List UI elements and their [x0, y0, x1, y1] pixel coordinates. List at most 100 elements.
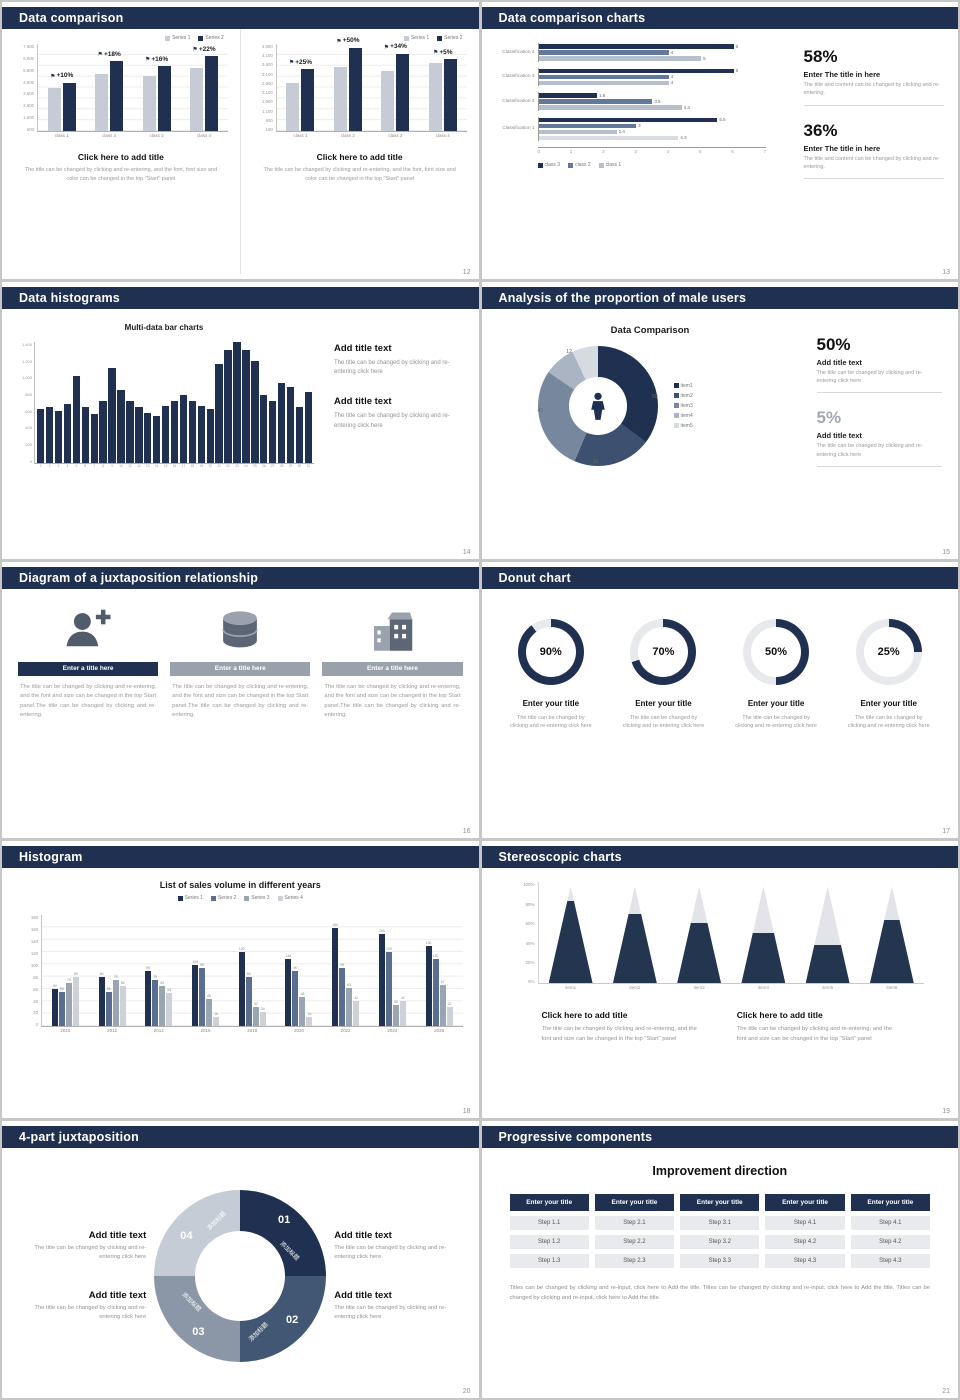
y-tick-label: 100: [265, 126, 273, 132]
x-tick-label: 2: [602, 149, 605, 154]
slide-data-comparison[interactable]: Data comparison Series 1 Series 2 7,600 6,…: [2, 2, 479, 279]
slide-data-histograms[interactable]: Data histograms Multi-data bar charts 1,…: [2, 281, 479, 559]
y-axis: 100% 80% 60% 40% 20% 0%: [516, 882, 538, 984]
bar-column: 1: [37, 342, 45, 468]
bar-callout: ⚑ +22%: [192, 46, 215, 53]
plot-area: item1 item2 item3 item4 item5 item6: [537, 882, 924, 990]
grouped-bar-chart: 4,600 4,100 3,600 3,100 2,600 2,100 1,600 1,100…: [253, 38, 467, 143]
step-cell[interactable]: Step 2.1: [594, 1216, 675, 1231]
x-tick-label: 9: [111, 463, 113, 468]
column-header[interactable]: Enter your title: [680, 1194, 760, 1212]
block-title: Add title text: [334, 395, 392, 407]
bar-callout: ⚑ +10%: [50, 73, 73, 80]
bar-group: ⚑ +25% class 1: [277, 44, 324, 138]
chart-panel-left: Series 1 Series 2 7,600 6,600 5,600 4,600 3,6…: [2, 29, 240, 274]
bar-callout: ⚑ +50%: [336, 38, 359, 45]
donut-column: 50% Enter your title The title can be ch…: [725, 618, 828, 834]
step-cell[interactable]: Step 1.1: [509, 1216, 589, 1231]
cone-shape: [612, 886, 657, 984]
bar: 80: [245, 972, 252, 1027]
column-header[interactable]: Enter your title: [594, 1194, 675, 1212]
slide-stereoscopic-charts[interactable]: Stereoscopic charts 100% 80% 60% 40% 20% 0% it…: [481, 841, 958, 1119]
slide-4-part-juxtaposition[interactable]: 4-part juxtaposition Add title text The …: [2, 1121, 479, 1398]
icon-holder: [170, 607, 310, 655]
slide-progressive-components[interactable]: Progressive components Improvement direc…: [481, 1121, 958, 1398]
bar-column: 10: [117, 342, 125, 468]
column-header[interactable]: Enter your title: [765, 1194, 845, 1212]
step-cell[interactable]: Step 3.1: [680, 1216, 760, 1231]
bar-column: 9: [108, 342, 116, 468]
bar-row: 4.4: [538, 105, 792, 110]
y-tick-label: 2,600: [23, 103, 34, 109]
step-cell[interactable]: Step 3.2: [680, 1235, 760, 1250]
category-label: Classification 1: [502, 126, 535, 132]
legend-swatch: [277, 895, 283, 901]
step-cell[interactable]: Step 1.3: [509, 1254, 589, 1269]
step-cell[interactable]: Step 4.3: [850, 1254, 930, 1269]
slide-juxtaposition-diagram[interactable]: Diagram of a juxtaposition relationship …: [2, 561, 479, 839]
donut-column: 90% Enter your title The title can be ch…: [500, 618, 603, 834]
text-block: Add title text The title can be changed …: [334, 1230, 462, 1262]
x-tick-label: 22: [226, 463, 230, 468]
step-cell[interactable]: Step 4.2: [850, 1235, 930, 1250]
legend-label: item1: [680, 382, 693, 389]
item-title-bar[interactable]: Enter a title here: [18, 661, 159, 676]
bar-column: 6: [81, 342, 90, 468]
stat-body: The title and content can be changed by …: [803, 82, 940, 97]
bar-column: 5: [72, 342, 81, 468]
y-tick-label: 0: [35, 1022, 38, 1028]
bar-column: 18: [188, 342, 197, 468]
bar: [110, 61, 124, 131]
bar: [157, 66, 171, 131]
step-cell[interactable]: Step 4.1: [850, 1216, 930, 1231]
step-cell[interactable]: Step 4.1: [765, 1216, 845, 1231]
slide-title: Analysis of the proportion of male users: [498, 290, 747, 305]
chart-title: Data Comparison: [610, 324, 690, 336]
bar-callout: ⚑ +16%: [144, 56, 168, 64]
step-cell[interactable]: Step 4.2: [765, 1235, 845, 1250]
bar: 90: [292, 966, 299, 1027]
bar-column: 22: [224, 342, 232, 468]
item-column: Enter a title here The title can be chan…: [18, 607, 159, 834]
bar: [381, 71, 395, 131]
y-tick-label: 40: [33, 998, 38, 1004]
step-cell[interactable]: Step 2.3: [594, 1254, 675, 1269]
slide-donut-chart[interactable]: Donut chart 90% Enter your title The tit…: [481, 561, 958, 839]
column-header[interactable]: Enter your title: [509, 1194, 589, 1212]
bar: [108, 367, 116, 463]
cone-fill-shape: [805, 944, 850, 984]
stat-value: 36%: [803, 120, 838, 140]
bar: 48: [299, 992, 306, 1027]
bar: [152, 416, 161, 463]
bar-value: 4: [670, 74, 674, 80]
step-cell[interactable]: Step 3.3: [680, 1254, 760, 1269]
bar: [54, 410, 63, 463]
slide-histogram[interactable]: Histogram List of sales volume in differ…: [2, 841, 479, 1119]
column-header[interactable]: Enter your title: [850, 1194, 930, 1212]
stat-body: The title and content can be changed by …: [803, 155, 940, 170]
bar: [304, 391, 313, 463]
y-tick-label: 3,100: [261, 71, 273, 77]
bar: 42: [399, 996, 406, 1027]
flag-icon: ⚑: [383, 44, 390, 51]
block-title: Click here to add title: [736, 1010, 823, 1021]
flag-icon: ⚑: [144, 57, 151, 64]
item-title-bar[interactable]: Enter a title here: [170, 661, 311, 676]
bar: [538, 117, 718, 122]
step-cell[interactable]: Step 4.3: [765, 1254, 845, 1269]
bar-column: 16: [170, 342, 179, 468]
bar-value: 48: [300, 991, 305, 996]
bar-value: 55: [59, 987, 64, 992]
slide-body: Data Comparison 50 30 40 12: [482, 309, 959, 554]
step-cell[interactable]: Step 2.2: [594, 1235, 675, 1250]
bar-value: 3: [638, 123, 641, 129]
step-cell[interactable]: Step 1.2: [509, 1235, 589, 1250]
x-tick-label: 17: [181, 463, 186, 468]
legend-item: Series 2: [210, 895, 236, 901]
slide-male-users-proportion[interactable]: Analysis of the proportion of male users…: [481, 281, 959, 559]
item-title-bar[interactable]: Enter a title here: [322, 661, 463, 676]
legend-item: Series 1: [177, 895, 203, 901]
x-tick-label: 2016: [200, 1028, 211, 1034]
legend-swatch: [437, 35, 443, 41]
